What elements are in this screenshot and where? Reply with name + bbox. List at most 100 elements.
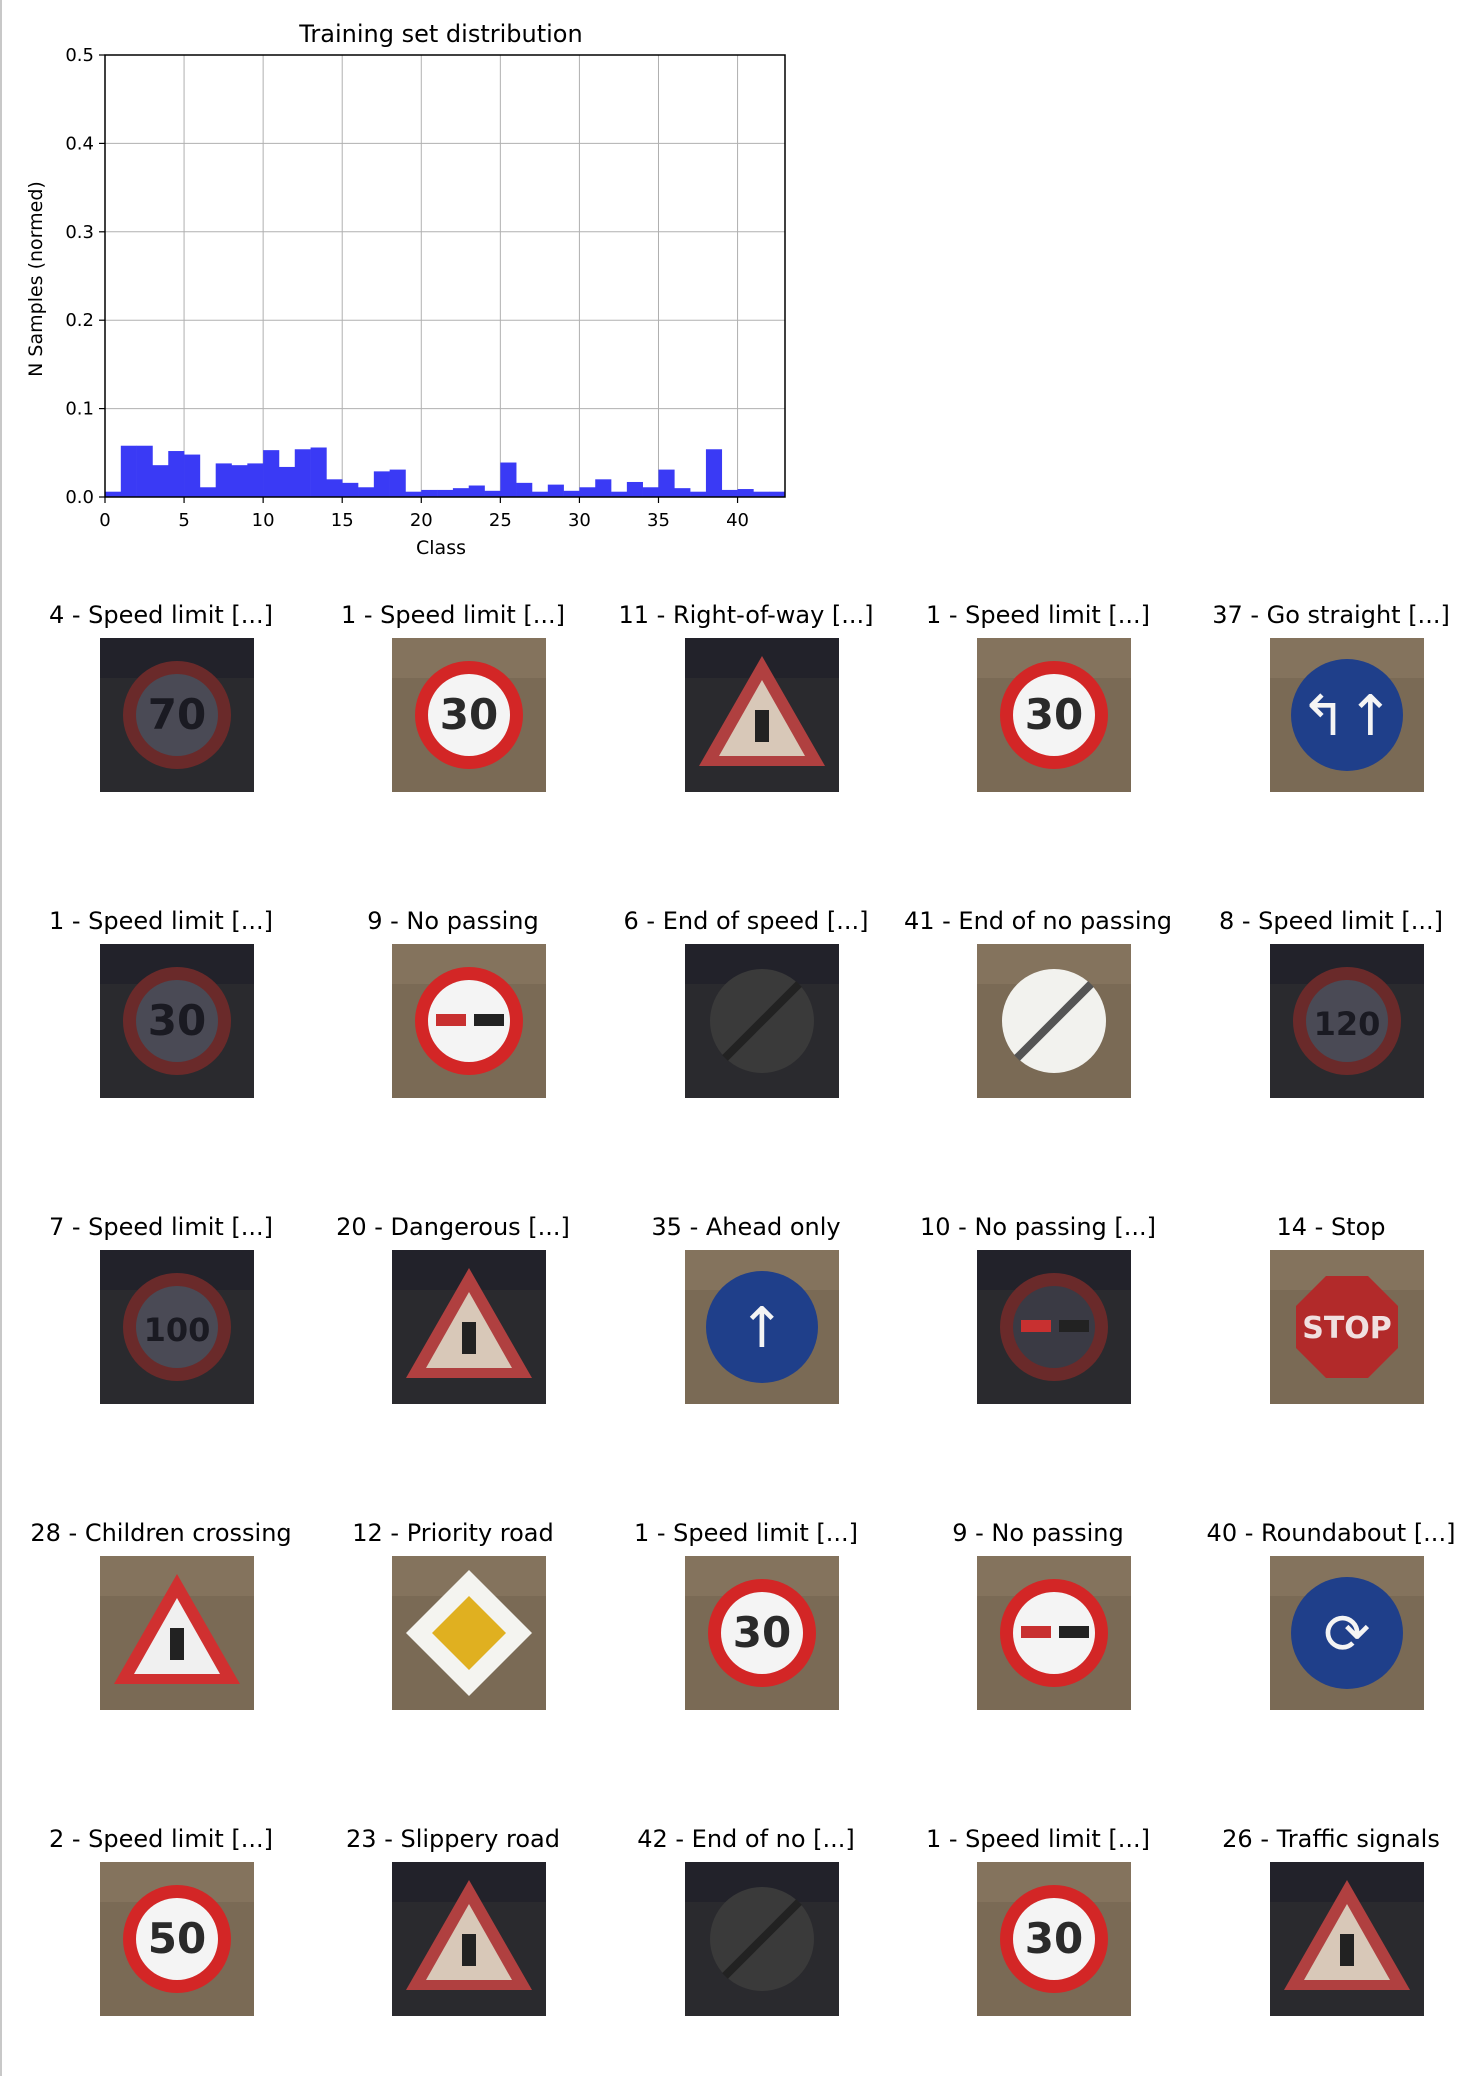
y-tick-label: 0.1 — [65, 399, 94, 420]
bar-class-40 — [737, 489, 754, 497]
sample-title: 9 - No passing — [952, 1519, 1124, 1547]
sign-face — [1013, 674, 1095, 756]
bar-class-11 — [278, 466, 296, 497]
sample-title: 10 - No passing [...] — [919, 1213, 1157, 1241]
bar-class-19 — [405, 491, 422, 497]
sign-number: 70 — [148, 690, 206, 739]
x-tick-label: 15 — [331, 510, 354, 531]
traffic-sign-image — [392, 1250, 546, 1404]
y-axis-label: N Samples (normed) — [25, 181, 47, 377]
distribution-chart: Training set distribution N Samples (nor… — [25, 20, 786, 559]
traffic-sign-image: 30 — [977, 638, 1131, 792]
sign-face — [136, 1286, 218, 1368]
bar-class-20 — [421, 489, 438, 497]
bar-class-32 — [611, 491, 628, 497]
plot-frame — [104, 54, 786, 498]
sample-tile: 1 - Speed limit [...] 30 — [893, 600, 1183, 810]
sign-end-stripe — [722, 1899, 802, 1979]
sample-image — [392, 1862, 546, 2016]
bar-class-21 — [437, 489, 454, 497]
sign-car-black — [474, 1014, 504, 1026]
sign-face — [136, 674, 218, 756]
sample-tile: 42 - End of no [...] — [601, 1824, 891, 2034]
traffic-sign-image — [100, 1556, 254, 1710]
sign-face — [1013, 1592, 1095, 1674]
sample-title: 11 - Right-of-way [...] — [618, 601, 874, 629]
sign-face — [721, 1592, 803, 1674]
sign-number: 30 — [148, 996, 206, 1045]
sample-image: 30 — [977, 638, 1131, 792]
sample-tile: 41 - End of no passing — [893, 906, 1183, 1116]
traffic-sign-image: ⟳ — [1270, 1556, 1424, 1710]
traffic-sign-image — [392, 1556, 546, 1710]
sample-image — [977, 1556, 1131, 1710]
bar-class-18 — [389, 469, 406, 497]
bar-class-1 — [120, 445, 137, 497]
sample-tile: 9 - No passing — [308, 906, 598, 1116]
traffic-sign-image: STOP — [1270, 1250, 1424, 1404]
sign-car-red — [1021, 1320, 1051, 1332]
sample-title: 1 - Speed limit [...] — [925, 601, 1151, 629]
bar-class-38 — [705, 449, 723, 497]
sample-tile: 1 - Speed limit [...] 30 — [601, 1518, 891, 1728]
sign-number: 120 — [1314, 1005, 1381, 1043]
y-tick-label: 0.5 — [65, 45, 94, 66]
x-tick-label: 5 — [178, 510, 189, 531]
traffic-sign-image: 30 — [100, 944, 254, 1098]
sample-tile: 9 - No passing — [893, 1518, 1183, 1728]
sample-tile: 1 - Speed limit [...] 30 — [16, 906, 306, 1116]
x-tick-label: 0 — [99, 510, 110, 531]
bar-class-23 — [468, 485, 485, 497]
sign-end-stripe — [1014, 981, 1094, 1061]
bar-class-29 — [563, 490, 580, 497]
bar-class-42 — [769, 491, 786, 497]
sample-title: 40 - Roundabout [...] — [1206, 1519, 1456, 1547]
y-tick-label: 0.0 — [65, 487, 94, 508]
sample-image: 120 — [1270, 944, 1424, 1098]
sample-tile: 37 - Go straight [...] ↰↑ — [1186, 600, 1476, 810]
bar-class-17 — [373, 471, 390, 497]
bar-class-4 — [168, 451, 185, 497]
sign-stop-octagon — [1296, 1276, 1398, 1378]
bar-class-37 — [690, 491, 707, 497]
sign-car-black — [1059, 1320, 1089, 1332]
sign-face — [1013, 1286, 1095, 1368]
sign-symbol — [462, 1934, 476, 1966]
bar-class-22 — [452, 488, 470, 497]
sign-number: 100 — [144, 1311, 211, 1349]
sample-tile: 20 - Dangerous [...] — [308, 1212, 598, 1422]
traffic-sign-image: 30 — [685, 1556, 839, 1710]
traffic-sign-image — [977, 944, 1131, 1098]
sign-car-red — [1021, 1626, 1051, 1638]
bar-class-25 — [500, 462, 517, 497]
sign-face — [136, 1898, 218, 1980]
sample-image: 30 — [100, 944, 254, 1098]
bar-class-9 — [247, 463, 264, 497]
sample-tile: 8 - Speed limit [...] 120 — [1186, 906, 1476, 1116]
sample-tile: 26 - Traffic signals — [1186, 1824, 1476, 2034]
bar-class-41 — [753, 491, 770, 497]
sign-number: 50 — [148, 1914, 206, 1963]
bar-class-6 — [199, 487, 216, 497]
traffic-sign-image: 120 — [1270, 944, 1424, 1098]
bar-class-31 — [595, 479, 612, 497]
x-tick-label: 20 — [410, 510, 433, 531]
traffic-sign-image: ↑ — [685, 1250, 839, 1404]
sample-tile: 14 - Stop STOP — [1186, 1212, 1476, 1422]
sample-tile: 1 - Speed limit [...] 30 — [893, 1824, 1183, 2034]
bar-class-10 — [263, 450, 280, 497]
sample-tile: 11 - Right-of-way [...] — [601, 600, 891, 810]
bar-class-33 — [626, 481, 643, 497]
y-tick-label: 0.4 — [65, 133, 94, 154]
sign-face — [428, 674, 510, 756]
sample-image: 30 — [977, 1862, 1131, 2016]
sample-title: 20 - Dangerous [...] — [336, 1213, 570, 1241]
sign-face — [428, 980, 510, 1062]
sample-image — [1270, 1862, 1424, 2016]
sign-end-stripe — [722, 981, 802, 1061]
sign-arrow: ⟳ — [1324, 1602, 1371, 1667]
sign-number: 30 — [733, 1608, 791, 1657]
traffic-sign-image: ↰↑ — [1270, 638, 1424, 792]
sample-tile: 1 - Speed limit [...] 30 — [308, 600, 598, 810]
sample-title: 28 - Children crossing — [30, 1519, 292, 1547]
